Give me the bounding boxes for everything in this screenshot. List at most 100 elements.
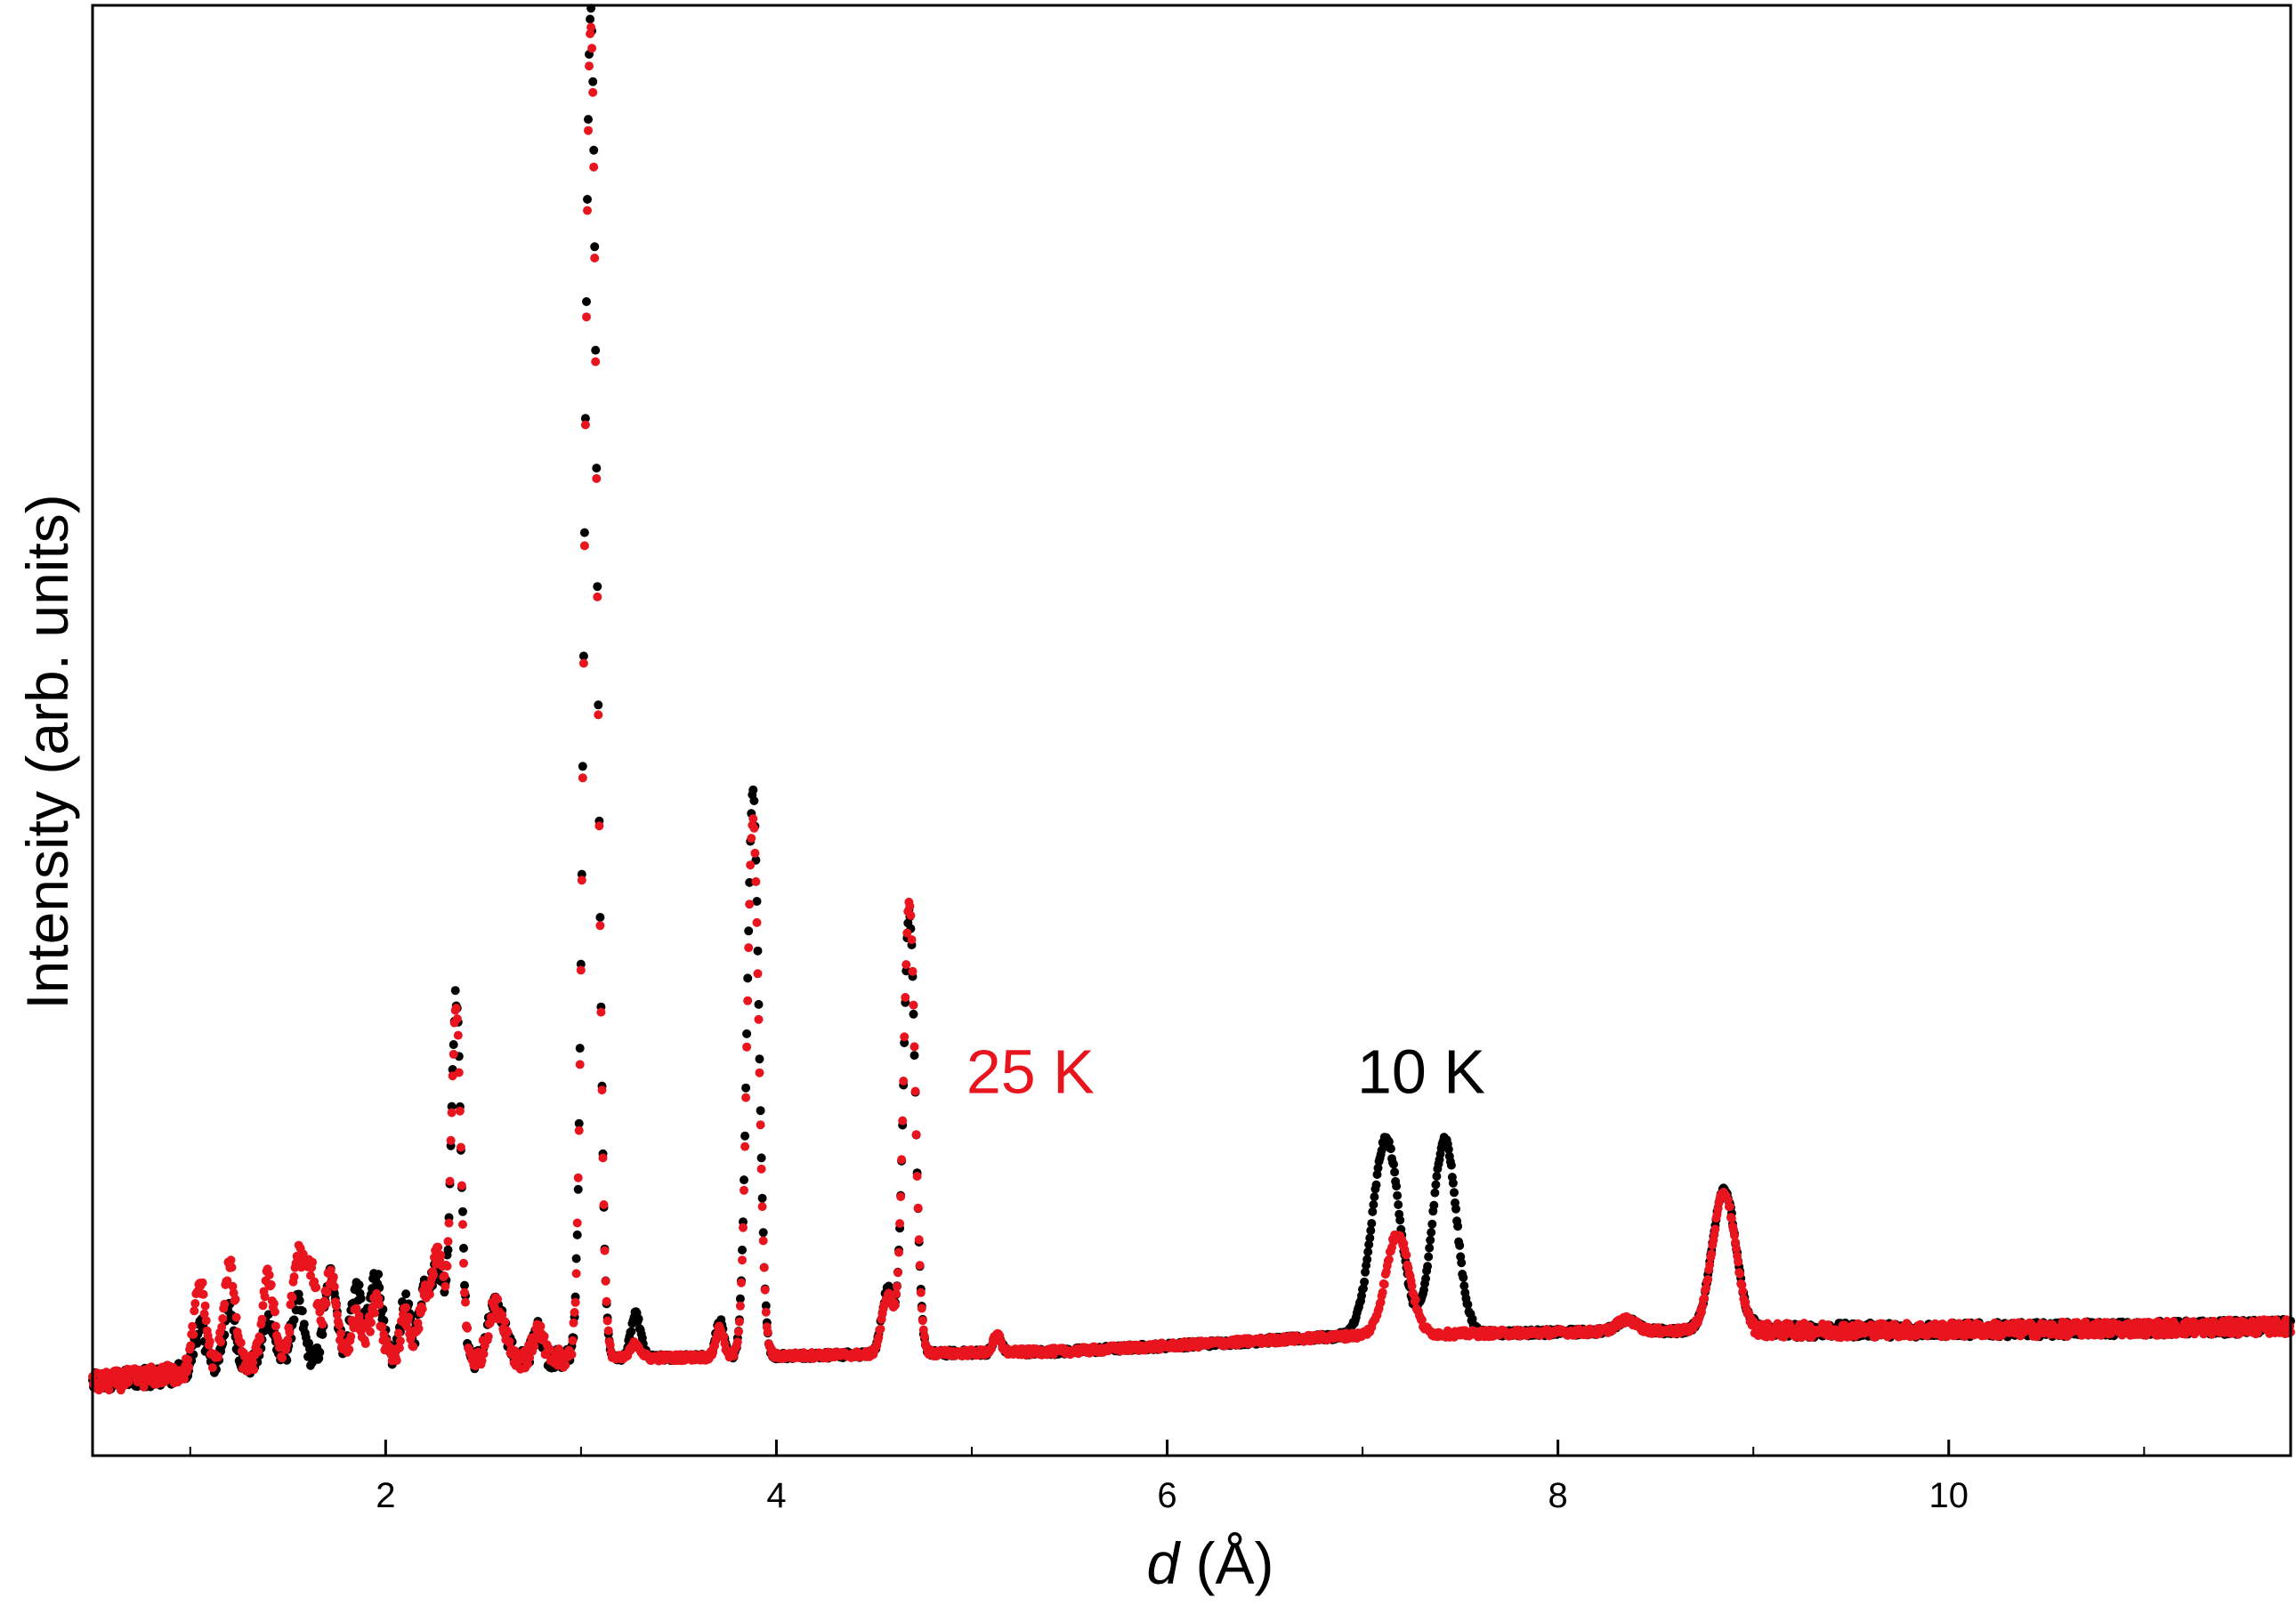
- data-point: [901, 966, 911, 976]
- data-point: [1429, 1200, 1439, 1210]
- data-point: [746, 860, 756, 870]
- data-point: [1365, 1233, 1375, 1243]
- data-point: [374, 1270, 384, 1279]
- data-point: [893, 1281, 901, 1291]
- series-10k-points: [88, 4, 2295, 1394]
- plot-frame: [91, 4, 2292, 1457]
- data-point: [915, 1261, 925, 1271]
- data-point: [570, 1297, 580, 1307]
- data-point: [588, 77, 598, 86]
- data-point: [753, 946, 763, 956]
- x-axis-title: d (Å): [1146, 1530, 1273, 1596]
- data-point: [454, 1068, 464, 1077]
- data-point: [449, 1049, 458, 1059]
- data-point: [218, 1314, 228, 1323]
- data-point: [754, 1014, 764, 1024]
- data-point: [578, 658, 588, 668]
- data-point: [318, 1320, 327, 1329]
- data-point: [450, 986, 460, 996]
- data-point: [198, 1278, 207, 1287]
- data-point: [1463, 1300, 1473, 1310]
- data-point: [605, 1340, 615, 1350]
- data-point: [1394, 1200, 1403, 1209]
- data-point: [744, 943, 754, 953]
- data-point: [757, 1202, 767, 1212]
- data-point: [190, 1306, 199, 1316]
- data-point: [892, 1289, 901, 1299]
- data-point: [287, 1293, 297, 1303]
- data-point: [743, 996, 753, 1005]
- data-point: [1446, 1160, 1456, 1170]
- x-tick-label-4: 4: [766, 1476, 786, 1515]
- data-point: [329, 1282, 339, 1292]
- data-point: [580, 414, 590, 424]
- data-point: [367, 1318, 376, 1328]
- data-point: [1710, 1224, 1720, 1234]
- data-point: [586, 22, 596, 32]
- data-point: [760, 1285, 770, 1295]
- data-point: [567, 1350, 577, 1360]
- data-point: [586, 29, 595, 38]
- data-point: [573, 1184, 583, 1194]
- data-point: [392, 1356, 401, 1366]
- data-point: [443, 1245, 453, 1255]
- data-point: [594, 821, 604, 831]
- data-point: [186, 1341, 196, 1351]
- data-point: [264, 1271, 274, 1279]
- data-point: [740, 1175, 748, 1185]
- data-point: [747, 834, 756, 843]
- data-point: [592, 473, 602, 483]
- data-point: [571, 1254, 581, 1263]
- data-point: [332, 1310, 342, 1320]
- data-point: [579, 541, 589, 551]
- data-point: [901, 960, 911, 970]
- data-point: [590, 242, 600, 252]
- data-point: [401, 1289, 411, 1299]
- data-point: [539, 1331, 549, 1341]
- data-point: [732, 1337, 742, 1347]
- data-point: [583, 195, 592, 204]
- data-point: [901, 993, 910, 1002]
- data-point: [104, 1385, 114, 1395]
- data-point: [188, 1321, 198, 1331]
- data-point: [429, 1271, 438, 1280]
- data-point: [1448, 1178, 1458, 1188]
- data-point: [227, 1263, 237, 1272]
- data-point: [1424, 1252, 1434, 1262]
- data-point: [289, 1315, 299, 1325]
- data-point: [919, 1332, 929, 1341]
- data-point: [561, 1360, 570, 1370]
- data-point: [1730, 1231, 1739, 1240]
- data-point: [601, 1276, 610, 1286]
- data-point: [393, 1328, 403, 1338]
- data-point: [479, 1349, 489, 1359]
- data-point: [216, 1337, 226, 1347]
- data-point: [278, 1353, 287, 1363]
- data-point: [579, 528, 589, 537]
- data-point: [900, 1032, 910, 1042]
- data-point: [602, 1316, 612, 1326]
- data-point: [1432, 1172, 1442, 1181]
- data-point: [344, 1344, 354, 1354]
- data-point: [255, 1335, 265, 1344]
- data-point: [729, 1351, 739, 1360]
- data-point: [910, 1042, 919, 1052]
- data-point: [597, 1085, 607, 1095]
- data-point: [226, 1255, 236, 1265]
- data-point: [1732, 1244, 1742, 1254]
- data-point: [586, 14, 595, 24]
- data-point: [574, 1118, 584, 1128]
- data-point: [441, 1281, 450, 1291]
- data-point: [587, 44, 597, 53]
- data-point: [740, 1185, 748, 1195]
- data-point: [634, 1314, 643, 1324]
- data-point: [576, 965, 586, 975]
- data-point: [205, 1336, 214, 1346]
- data-point: [1459, 1281, 1469, 1291]
- data-point: [460, 1280, 469, 1290]
- data-point: [536, 1321, 546, 1331]
- data-point: [583, 206, 592, 215]
- data-point: [285, 1328, 295, 1337]
- data-point: [199, 1309, 209, 1319]
- data-point: [578, 773, 587, 783]
